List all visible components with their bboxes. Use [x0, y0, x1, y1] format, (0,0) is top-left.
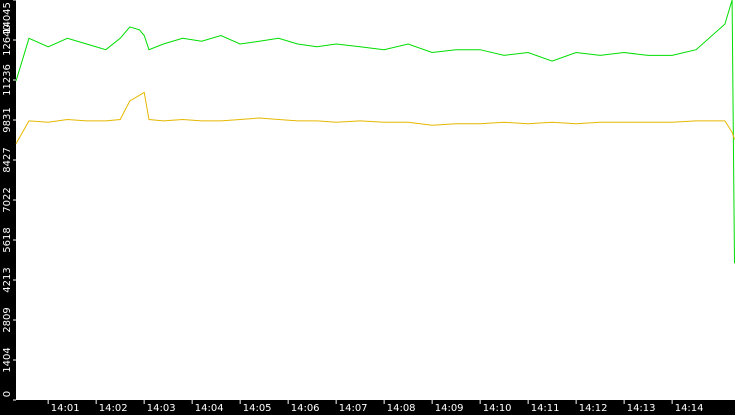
x-tick-label: 14:01 [51, 403, 80, 414]
x-axis-strip [0, 400, 735, 415]
y-tick-label: 4213 [2, 267, 13, 292]
x-tick-label: 14:12 [579, 403, 608, 414]
x-tick-label: 14:04 [195, 403, 224, 414]
x-tick-label: 14:08 [387, 403, 416, 414]
x-tick-label: 14:05 [243, 403, 272, 414]
x-tick-label: 14:10 [483, 403, 512, 414]
y-tick-label: 12640 [2, 24, 13, 56]
x-tick-label: 14:07 [339, 403, 368, 414]
y-tick-label: 8427 [2, 147, 13, 172]
y-tick-label: 5618 [2, 227, 13, 252]
y-tick-label: 7022 [2, 187, 13, 212]
y-tick-label: 0 [2, 391, 13, 397]
x-tick-label: 14:13 [627, 403, 656, 414]
x-tick-label: 14:02 [99, 403, 128, 414]
x-tick-label: 14:03 [147, 403, 176, 414]
x-tick-label: 14:14 [675, 403, 704, 414]
x-tick-label: 14:09 [435, 403, 464, 414]
y-axis-strip [0, 0, 16, 415]
y-tick-label: 14045 [2, 2, 13, 34]
x-tick-label: 14:11 [531, 403, 560, 414]
x-tick-label: 14:06 [291, 403, 320, 414]
series-line [15, 0, 735, 264]
y-tick-label: 2809 [2, 307, 13, 332]
y-tick-label: 1404 [2, 347, 13, 372]
series-line [15, 91, 735, 144]
y-tick-label: 9831 [2, 107, 13, 132]
y-tick-label: 11236 [2, 64, 13, 96]
